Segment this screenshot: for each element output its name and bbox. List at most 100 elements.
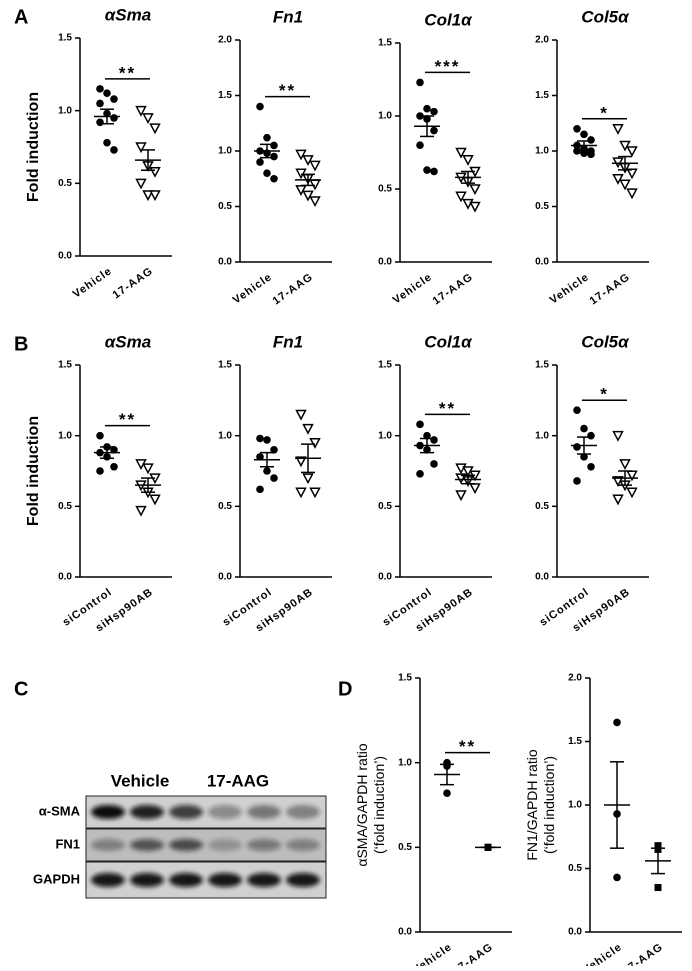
data-point xyxy=(462,198,474,210)
panel-label: B xyxy=(14,333,28,355)
y-axis-label: Fold induction xyxy=(25,92,42,202)
data-point xyxy=(455,490,467,502)
data-point xyxy=(302,423,314,435)
blot-band xyxy=(286,805,320,819)
data-point xyxy=(135,505,147,517)
blot-band xyxy=(286,873,320,887)
y-tick-label: 1.5 xyxy=(378,360,392,371)
y-tick-label: 1.5 xyxy=(218,360,232,371)
y-tick-label: 0.5 xyxy=(58,501,72,512)
x-tick-label: Vehicle xyxy=(548,271,592,307)
x-tick-label: Vehicle xyxy=(581,941,625,966)
y-tick-label: 0.0 xyxy=(218,572,232,583)
x-tick-label: 17-AAG xyxy=(621,941,666,966)
blot-band xyxy=(130,839,164,851)
data-point xyxy=(270,446,278,454)
blot-band xyxy=(286,839,320,851)
y-tick-label: 1.0 xyxy=(378,430,392,441)
data-point xyxy=(469,184,481,196)
data-point xyxy=(430,436,438,444)
data-point xyxy=(416,141,424,149)
data-point xyxy=(613,873,621,882)
y-tick-label: 1.0 xyxy=(218,430,232,441)
data-point xyxy=(149,494,161,506)
data-point xyxy=(626,146,638,158)
data-point xyxy=(619,459,631,471)
y-tick-label: 0.5 xyxy=(398,842,412,853)
data-point xyxy=(580,453,588,461)
data-point xyxy=(295,487,307,499)
data-point xyxy=(302,473,314,485)
y-tick-label: 0.5 xyxy=(568,863,582,874)
significance-label: ** xyxy=(459,737,476,756)
data-point xyxy=(455,191,467,203)
data-point xyxy=(135,105,147,117)
data-point xyxy=(110,114,118,122)
blot-band xyxy=(247,839,281,851)
data-point xyxy=(619,140,631,152)
significance-label: *** xyxy=(435,57,461,76)
y-tick-label: 1.0 xyxy=(535,430,549,441)
blot-band xyxy=(208,839,242,851)
y-tick-label: 1.5 xyxy=(58,33,72,44)
data-point xyxy=(587,431,595,440)
y-tick-label: 0.0 xyxy=(398,927,412,938)
chart-title: Fn1 xyxy=(273,332,303,351)
y-tick-label: 0.5 xyxy=(535,501,549,512)
y-tick-label: 1.0 xyxy=(378,111,392,122)
blot-band xyxy=(169,805,203,819)
data-point xyxy=(309,179,321,191)
data-point xyxy=(96,431,104,440)
data-point xyxy=(256,158,264,166)
y-tick-label: 0.0 xyxy=(535,257,549,268)
data-point xyxy=(295,409,307,421)
y-tick-label: 1.5 xyxy=(535,90,549,101)
data-point xyxy=(142,190,154,202)
data-point xyxy=(309,487,321,499)
data-point xyxy=(295,456,307,468)
y-tick-label: 0.0 xyxy=(58,251,72,262)
y-tick-label: 1.5 xyxy=(535,360,549,371)
blot-row-label: GAPDH xyxy=(33,871,80,886)
data-point xyxy=(443,789,451,797)
data-point xyxy=(309,160,321,172)
x-tick-label: Vehicle xyxy=(231,271,275,307)
data-point xyxy=(573,125,581,133)
data-point xyxy=(416,470,424,478)
data-point xyxy=(295,168,307,180)
y-tick-label: 2.0 xyxy=(218,35,232,46)
y-tick-label: 1.5 xyxy=(568,736,582,747)
data-point xyxy=(96,467,104,475)
data-point xyxy=(587,136,595,144)
data-point xyxy=(270,474,278,482)
data-point xyxy=(256,453,264,461)
blot-group-label: 17-AAG xyxy=(207,771,269,790)
data-point xyxy=(423,431,431,440)
significance-label: * xyxy=(600,385,609,404)
data-point xyxy=(430,126,438,135)
y-axis-label: Fold induction xyxy=(25,416,42,526)
data-point xyxy=(612,157,624,169)
data-point xyxy=(612,430,624,442)
y-tick-label: 1.0 xyxy=(58,105,72,116)
chart-title: Col5α xyxy=(581,7,630,26)
y-tick-label: 2.0 xyxy=(535,35,549,46)
chart-title: αSma xyxy=(105,5,151,24)
y-tick-label: 0.5 xyxy=(218,201,232,212)
data-point xyxy=(573,406,581,415)
data-point xyxy=(96,85,104,93)
data-point xyxy=(587,150,595,159)
data-point xyxy=(626,487,638,499)
blot-band xyxy=(91,839,125,851)
blot-row-label: FN1 xyxy=(55,836,80,851)
data-point xyxy=(256,434,264,443)
data-point xyxy=(149,190,161,202)
data-point xyxy=(573,443,581,451)
data-point xyxy=(309,437,321,449)
significance-label: ** xyxy=(279,81,296,100)
data-point xyxy=(612,174,624,185)
data-point xyxy=(580,149,588,158)
data-point xyxy=(142,463,154,475)
data-point xyxy=(110,95,118,103)
